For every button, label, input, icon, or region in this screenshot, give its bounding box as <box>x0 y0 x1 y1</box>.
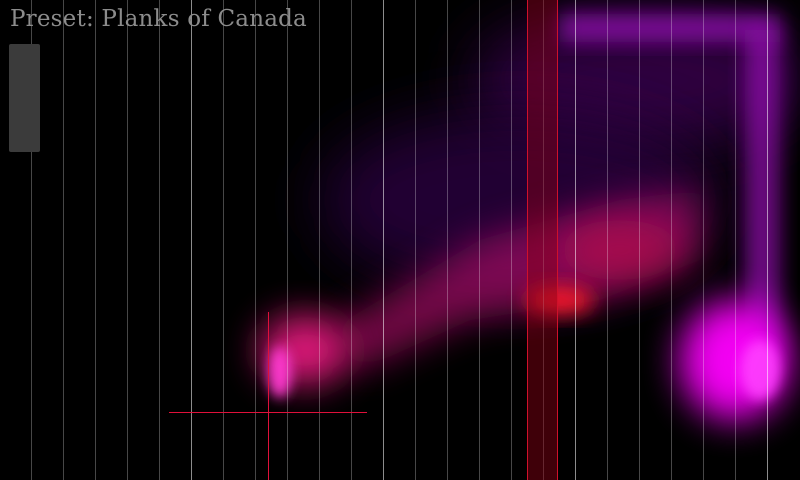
grid-line <box>31 0 32 480</box>
grid-line <box>447 0 448 480</box>
grid-line <box>223 0 224 480</box>
grid-line <box>351 0 352 480</box>
crosshair-vertical <box>268 312 269 480</box>
grid-line <box>255 0 256 480</box>
grid-line <box>415 0 416 480</box>
grid-line <box>511 0 512 480</box>
grid-line <box>287 0 288 480</box>
grid-line <box>607 0 608 480</box>
grid-line <box>383 0 384 480</box>
red-hotspot <box>526 286 594 314</box>
grid-line <box>639 0 640 480</box>
grid-line <box>127 0 128 480</box>
grid-line <box>543 0 544 480</box>
grid-line <box>95 0 96 480</box>
grid-line <box>63 0 64 480</box>
grid-line <box>191 0 192 480</box>
grid-line <box>479 0 480 480</box>
side-panel-handle[interactable] <box>9 44 40 152</box>
grid-line <box>767 0 768 480</box>
grid-line <box>703 0 704 480</box>
grid-line <box>319 0 320 480</box>
preset-title[interactable]: Preset: Planks of Canada <box>10 6 307 32</box>
grid-line <box>159 0 160 480</box>
top-band-glow <box>560 14 780 42</box>
grid-line <box>735 0 736 480</box>
grid-line <box>575 0 576 480</box>
playhead-marker[interactable] <box>527 0 558 480</box>
grid-line <box>671 0 672 480</box>
